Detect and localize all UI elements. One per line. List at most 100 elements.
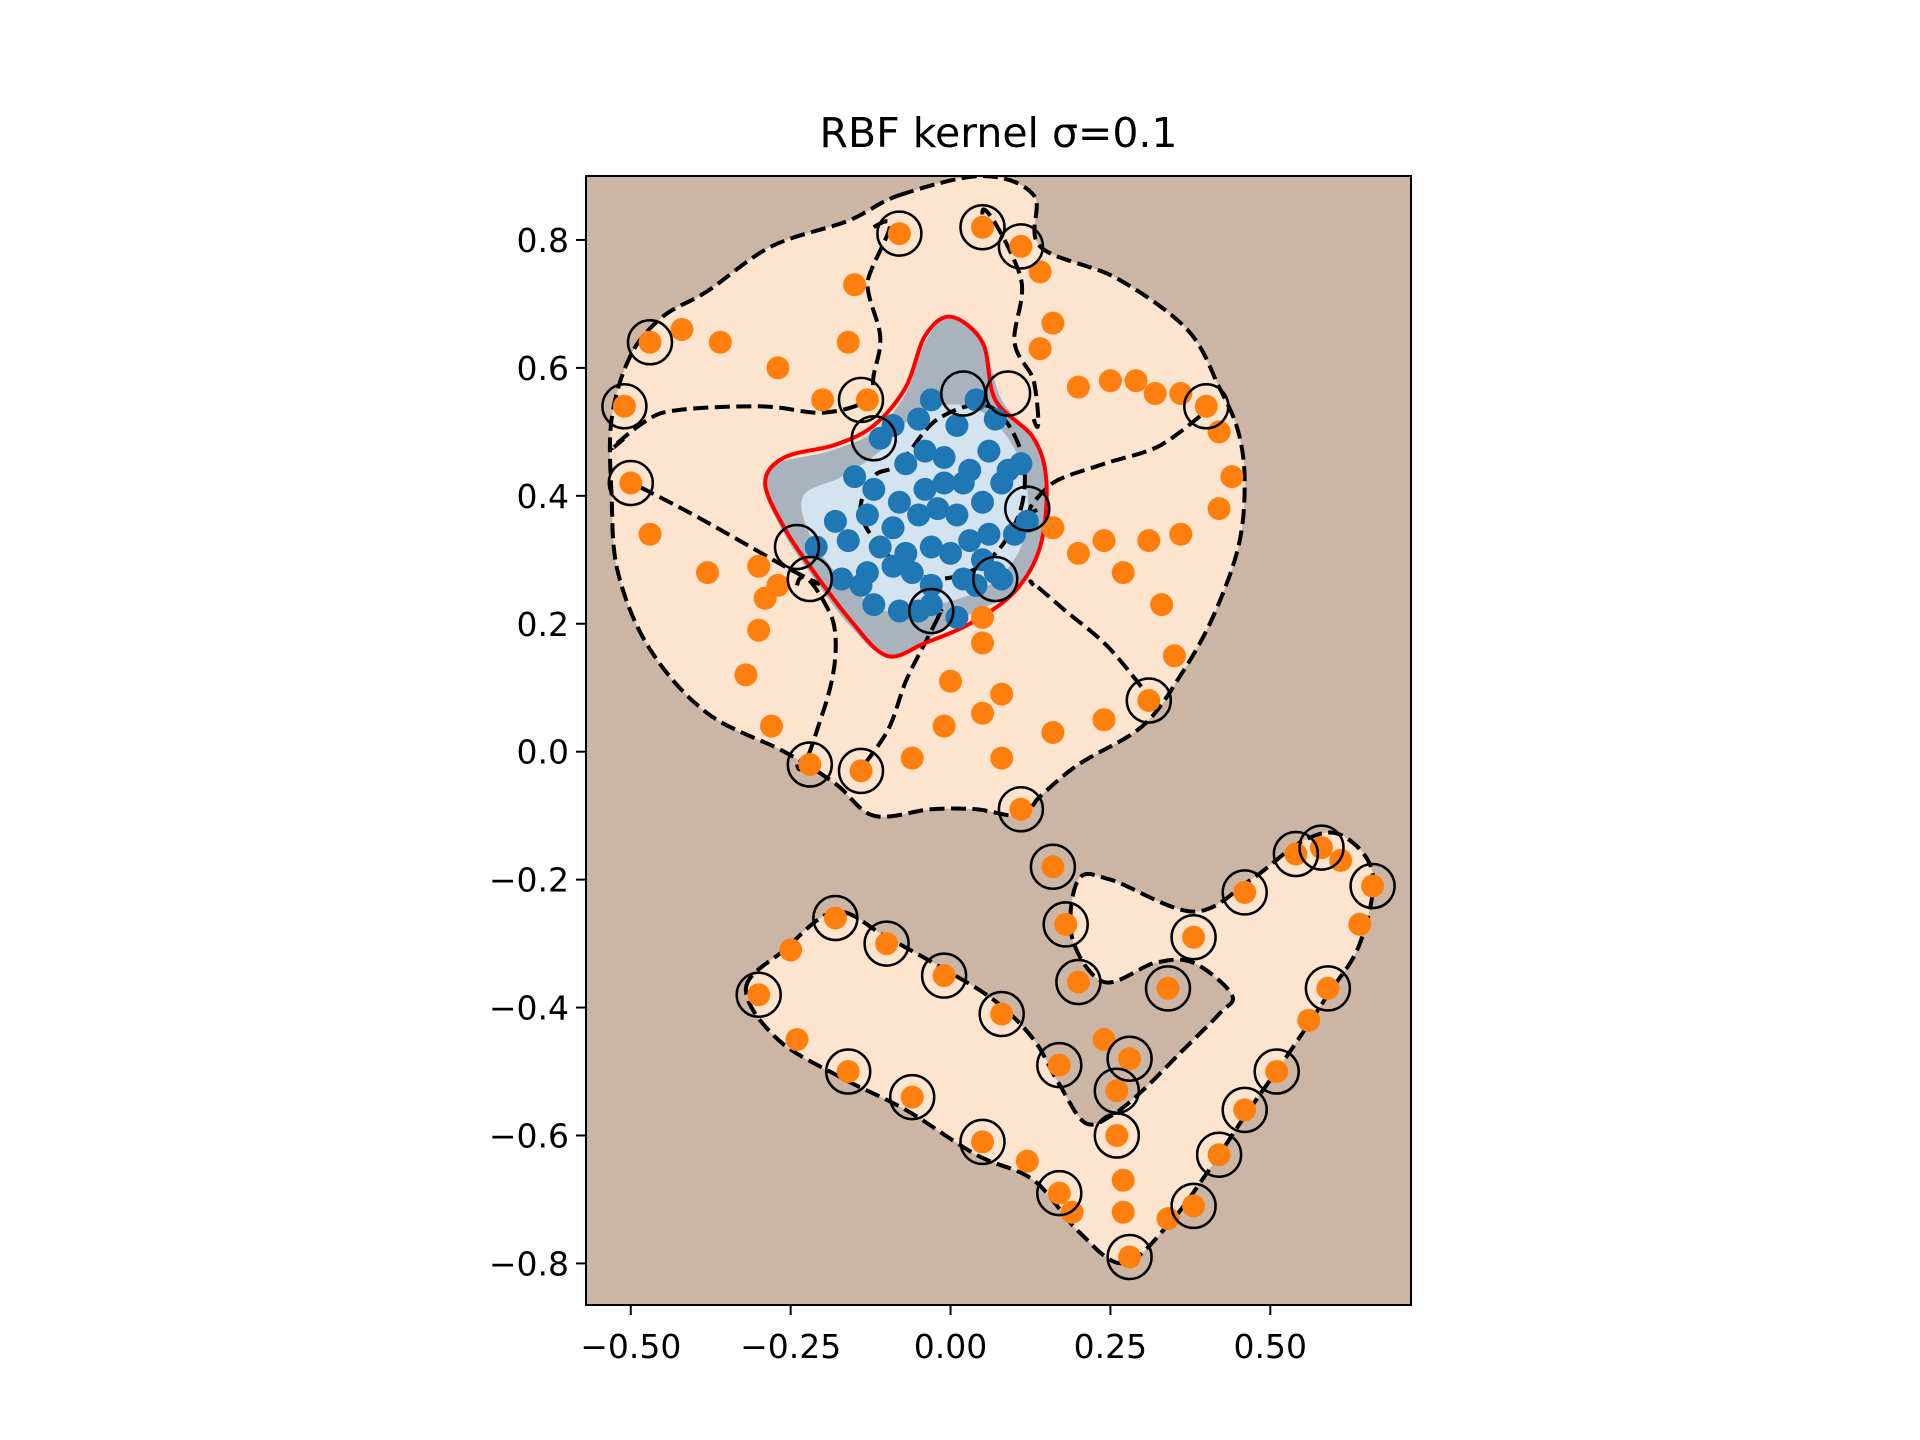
point-orange xyxy=(638,522,662,546)
point-blue xyxy=(964,573,988,597)
support-vector-ring xyxy=(1004,485,1051,532)
point-orange xyxy=(1047,1053,1071,1077)
point-orange xyxy=(1041,311,1065,335)
y-tick-label: −0.4 xyxy=(489,989,569,1028)
margin-curve-lower-right xyxy=(1028,579,1154,705)
point-orange xyxy=(1028,260,1052,284)
support-vector-ring xyxy=(1253,1048,1300,1095)
point-orange xyxy=(971,701,994,725)
point-orange xyxy=(1028,337,1052,361)
point-orange xyxy=(1009,234,1033,258)
margin-flower-outline xyxy=(607,176,1247,819)
point-blue xyxy=(894,452,918,476)
support-vector-ring xyxy=(812,894,859,942)
points-class-orange xyxy=(612,215,1385,1269)
support-vector-ring xyxy=(997,786,1045,833)
chart-title: RBF kernel σ=0.1 xyxy=(819,109,1177,157)
support-vector-ring xyxy=(824,1048,872,1095)
support-vector-ring xyxy=(773,523,821,571)
point-orange xyxy=(1009,797,1033,821)
point-blue xyxy=(990,471,1014,495)
point-blue xyxy=(843,465,867,489)
point-blue xyxy=(977,522,1001,546)
point-blue xyxy=(932,446,956,469)
support-vector-ring xyxy=(1170,1182,1217,1230)
point-orange xyxy=(836,1060,860,1083)
support-vector-ring xyxy=(1106,1035,1153,1082)
point-orange xyxy=(843,273,867,297)
point-orange xyxy=(849,759,873,783)
support-vector-ring xyxy=(1055,958,1102,1006)
point-orange xyxy=(887,222,911,246)
support-vector-ring xyxy=(908,587,955,635)
point-orange xyxy=(747,554,771,578)
y-tick-label: 0.8 xyxy=(517,221,569,260)
point-orange xyxy=(990,682,1014,706)
point-orange xyxy=(836,330,860,354)
point-orange xyxy=(1284,842,1308,866)
margin-curve-bottom xyxy=(851,608,944,778)
support-vector-ring xyxy=(837,747,885,795)
point-orange xyxy=(1111,1200,1135,1224)
point-orange xyxy=(696,561,719,585)
point-orange xyxy=(1066,375,1090,399)
support-vector-ring xyxy=(920,952,968,999)
point-blue xyxy=(830,567,854,591)
point-orange xyxy=(1118,1245,1142,1269)
support-vector-ring xyxy=(940,370,987,417)
support-vector-ring xyxy=(1221,1086,1268,1134)
point-blue xyxy=(977,439,1001,463)
point-orange xyxy=(875,932,899,956)
point-orange xyxy=(1124,369,1148,393)
support-vector-ring xyxy=(850,415,898,462)
support-vector-ring xyxy=(1349,862,1396,910)
support-vector-ring xyxy=(735,971,782,1019)
point-orange xyxy=(1066,970,1090,994)
point-orange xyxy=(1348,912,1372,936)
point-blue xyxy=(932,471,956,495)
y-tick-label: −0.2 xyxy=(489,861,569,900)
point-orange xyxy=(1041,855,1065,879)
support-vector-ring xyxy=(1106,1233,1153,1281)
point-orange xyxy=(1207,1143,1231,1167)
point-orange xyxy=(932,714,956,738)
point-orange xyxy=(971,215,994,239)
point-orange xyxy=(766,356,790,380)
point-blue xyxy=(951,471,975,495)
support-vector-ring xyxy=(863,920,910,967)
point-orange xyxy=(1233,1098,1257,1122)
point-blue xyxy=(804,535,828,559)
decision-boundary xyxy=(763,314,1049,659)
support-vector-ring xyxy=(1029,843,1077,891)
support-vector-ring xyxy=(1195,1131,1243,1178)
x-tick-label: −0.25 xyxy=(740,1327,841,1366)
point-blue xyxy=(881,516,905,540)
point-orange xyxy=(1137,689,1161,712)
x-tick-label: 0.25 xyxy=(1074,1327,1147,1366)
point-orange xyxy=(1111,1168,1135,1192)
point-orange xyxy=(1143,382,1167,405)
point-blue xyxy=(939,541,962,565)
point-orange xyxy=(1182,1194,1206,1218)
y-tick-label: 0.4 xyxy=(517,477,569,516)
support-vector-ring xyxy=(786,741,834,788)
point-blue xyxy=(913,477,937,501)
point-orange xyxy=(1182,925,1206,949)
point-orange xyxy=(990,746,1014,770)
support-vector-ring xyxy=(1093,1067,1141,1114)
point-blue xyxy=(945,414,969,437)
point-orange xyxy=(939,669,962,693)
point-orange xyxy=(1015,1149,1039,1173)
x-tick-label: 0.00 xyxy=(914,1327,987,1366)
point-orange xyxy=(760,714,783,738)
point-orange xyxy=(1150,593,1174,617)
point-blue xyxy=(919,535,943,559)
support-vector-ring xyxy=(1304,965,1352,1012)
support-vector-ring xyxy=(959,1118,1006,1166)
point-orange xyxy=(1220,465,1244,489)
point-orange xyxy=(900,746,924,770)
point-orange xyxy=(753,586,777,610)
point-orange xyxy=(1047,1181,1071,1205)
support-vector-ring xyxy=(972,555,1019,603)
point-orange xyxy=(1361,874,1385,898)
